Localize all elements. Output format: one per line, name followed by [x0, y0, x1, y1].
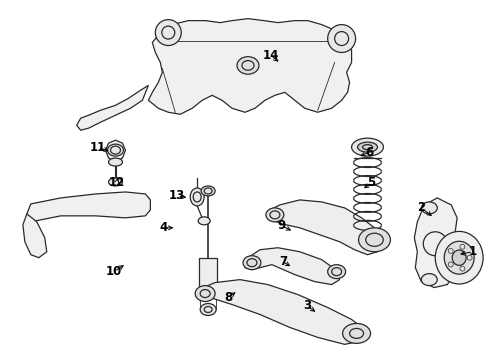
Text: 1: 1 [469, 245, 477, 258]
Ellipse shape [201, 186, 215, 196]
Text: 7: 7 [279, 255, 287, 268]
Text: 6: 6 [366, 145, 374, 159]
Text: 12: 12 [108, 176, 124, 189]
Ellipse shape [343, 323, 370, 343]
Text: 4: 4 [159, 221, 168, 234]
Polygon shape [198, 280, 365, 345]
Text: 13: 13 [169, 189, 185, 202]
Polygon shape [245, 248, 340, 285]
Ellipse shape [444, 241, 474, 274]
Polygon shape [76, 85, 148, 130]
Ellipse shape [359, 228, 391, 252]
Polygon shape [23, 214, 47, 258]
Ellipse shape [198, 217, 210, 225]
Ellipse shape [190, 188, 204, 206]
Ellipse shape [266, 208, 284, 222]
Text: 9: 9 [278, 219, 286, 232]
Text: 14: 14 [263, 49, 279, 62]
Ellipse shape [421, 274, 437, 285]
Polygon shape [27, 192, 150, 222]
Polygon shape [148, 19, 352, 114]
Ellipse shape [200, 303, 216, 315]
Text: 2: 2 [417, 201, 425, 215]
Ellipse shape [352, 138, 384, 156]
Ellipse shape [358, 142, 377, 152]
Polygon shape [415, 198, 457, 288]
Text: 8: 8 [224, 291, 232, 304]
Ellipse shape [237, 57, 259, 74]
Text: 10: 10 [105, 265, 122, 278]
Ellipse shape [108, 178, 122, 186]
Ellipse shape [328, 24, 356, 53]
Text: 3: 3 [303, 299, 311, 312]
Ellipse shape [435, 231, 483, 284]
Ellipse shape [328, 265, 345, 279]
Polygon shape [105, 140, 125, 162]
Ellipse shape [195, 285, 215, 302]
Polygon shape [199, 258, 217, 298]
Polygon shape [270, 200, 382, 255]
Ellipse shape [107, 144, 123, 156]
Ellipse shape [243, 256, 261, 270]
Text: 5: 5 [368, 176, 376, 189]
Ellipse shape [452, 250, 466, 265]
Ellipse shape [421, 202, 437, 214]
Ellipse shape [155, 20, 181, 45]
Text: 11: 11 [90, 141, 106, 154]
Ellipse shape [108, 158, 122, 166]
